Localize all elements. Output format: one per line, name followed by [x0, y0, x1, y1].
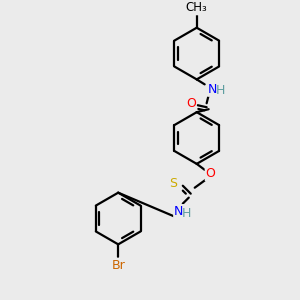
Text: S: S	[169, 177, 177, 190]
Text: O: O	[186, 97, 196, 110]
Text: N: N	[208, 83, 217, 96]
Text: O: O	[206, 167, 216, 180]
Text: Br: Br	[111, 259, 125, 272]
Text: H: H	[216, 84, 225, 97]
Text: N: N	[174, 205, 184, 218]
Text: H: H	[182, 207, 191, 220]
Text: CH₃: CH₃	[186, 1, 208, 14]
